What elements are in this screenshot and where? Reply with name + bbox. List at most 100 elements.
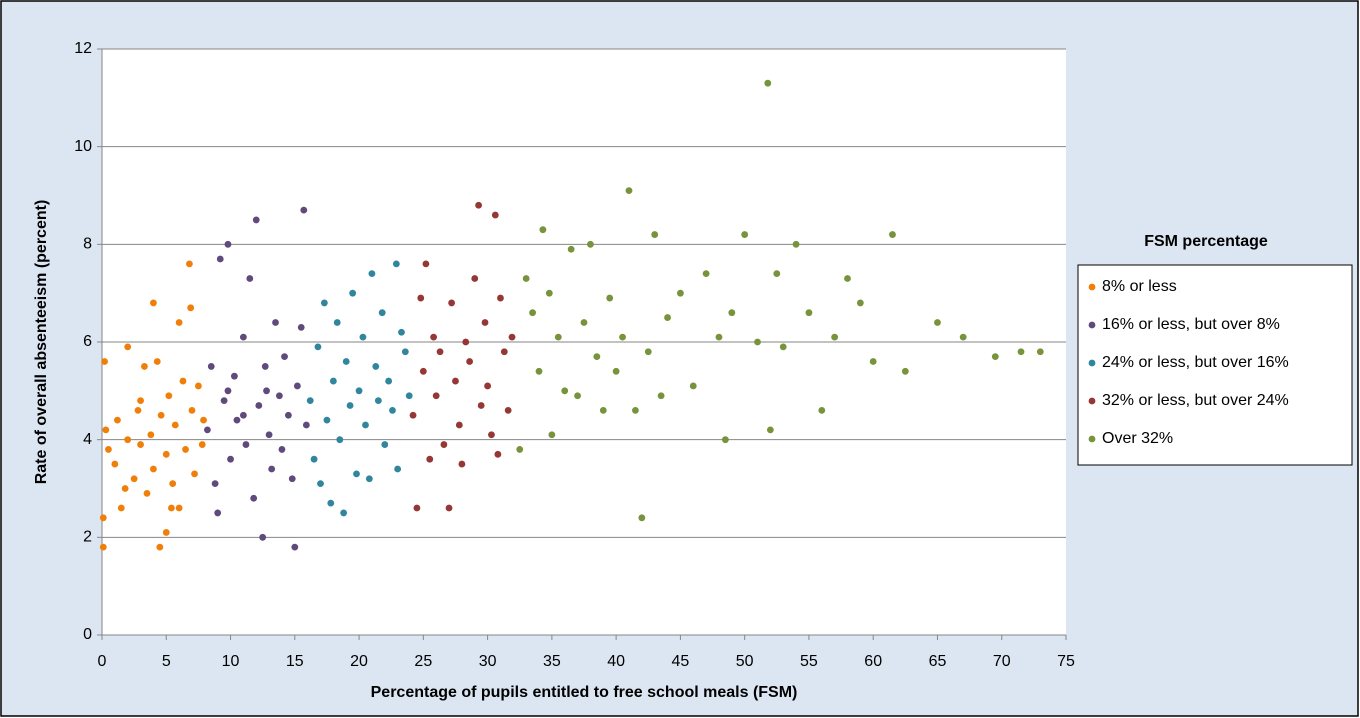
point <box>214 509 222 517</box>
legend-title: FSM percentage <box>1144 233 1268 250</box>
point <box>187 304 195 312</box>
point <box>856 299 864 307</box>
point <box>869 358 877 365</box>
point <box>436 348 444 356</box>
point <box>261 363 269 370</box>
point <box>327 499 335 507</box>
point <box>409 411 417 419</box>
point <box>302 421 310 429</box>
point <box>191 470 198 478</box>
point <box>535 367 543 375</box>
point <box>182 446 189 453</box>
point <box>355 387 363 395</box>
legend-marker <box>1088 435 1096 443</box>
point <box>362 421 369 429</box>
point <box>346 402 354 409</box>
point <box>625 187 633 195</box>
point <box>394 465 402 473</box>
point <box>124 343 132 351</box>
point <box>500 348 508 356</box>
point <box>220 397 228 404</box>
point <box>1017 348 1025 356</box>
point <box>224 387 232 395</box>
point <box>250 494 258 502</box>
point <box>278 446 286 453</box>
x-tick-label: 50 <box>736 653 754 670</box>
point <box>401 348 409 356</box>
point <box>99 514 107 522</box>
point <box>430 333 438 341</box>
x-tick-label: 70 <box>993 653 1011 670</box>
point <box>239 411 247 419</box>
point <box>445 504 453 512</box>
point <box>288 475 296 483</box>
point <box>889 231 896 238</box>
point <box>134 406 142 414</box>
point <box>632 406 639 414</box>
point <box>644 348 652 356</box>
y-tick-label: 4 <box>83 431 92 448</box>
point <box>831 333 839 341</box>
point <box>1036 348 1044 356</box>
point <box>779 343 787 351</box>
point <box>233 416 241 424</box>
point <box>323 416 331 424</box>
point <box>275 392 283 400</box>
point <box>179 377 187 385</box>
point <box>156 543 164 551</box>
point <box>458 460 466 468</box>
x-tick-label: 10 <box>222 653 240 670</box>
point <box>255 402 263 409</box>
point <box>497 294 504 302</box>
point <box>991 353 999 361</box>
point <box>333 319 341 326</box>
point <box>818 406 826 414</box>
point <box>198 441 206 448</box>
point <box>111 460 119 468</box>
x-tick-label: 40 <box>607 653 625 670</box>
x-tick-label: 65 <box>929 653 947 670</box>
y-axis-title: Rate of overall absenteeism (percent) <box>33 200 50 485</box>
point <box>105 446 112 453</box>
point <box>186 260 193 268</box>
point <box>477 402 485 409</box>
point <box>137 441 144 448</box>
point <box>545 289 553 297</box>
x-axis-title: Percentage of pupils entitled to free sc… <box>371 684 798 701</box>
point <box>764 79 772 87</box>
point <box>306 397 314 404</box>
point <box>175 504 183 512</box>
point <box>207 363 215 370</box>
point <box>130 475 138 483</box>
point <box>389 406 396 414</box>
point <box>175 319 183 326</box>
point <box>452 377 459 385</box>
legend-marker <box>1088 397 1096 405</box>
point <box>539 226 547 234</box>
point <box>651 231 659 238</box>
point <box>677 289 684 297</box>
point <box>574 392 581 400</box>
point <box>165 392 173 400</box>
point <box>773 270 781 278</box>
point <box>422 260 430 268</box>
point <box>554 333 562 341</box>
point <box>398 328 405 336</box>
point <box>141 363 148 370</box>
point <box>959 333 967 341</box>
point <box>272 319 279 326</box>
x-tick-label: 0 <box>98 653 107 670</box>
point <box>548 431 556 439</box>
point <box>143 489 151 497</box>
point <box>619 333 626 341</box>
point <box>606 294 614 302</box>
point <box>102 426 110 434</box>
point <box>844 275 851 282</box>
x-tick-label: 35 <box>543 653 561 670</box>
point <box>448 299 456 307</box>
point <box>612 367 620 375</box>
point <box>99 543 107 551</box>
point <box>484 382 491 390</box>
point <box>124 436 132 444</box>
